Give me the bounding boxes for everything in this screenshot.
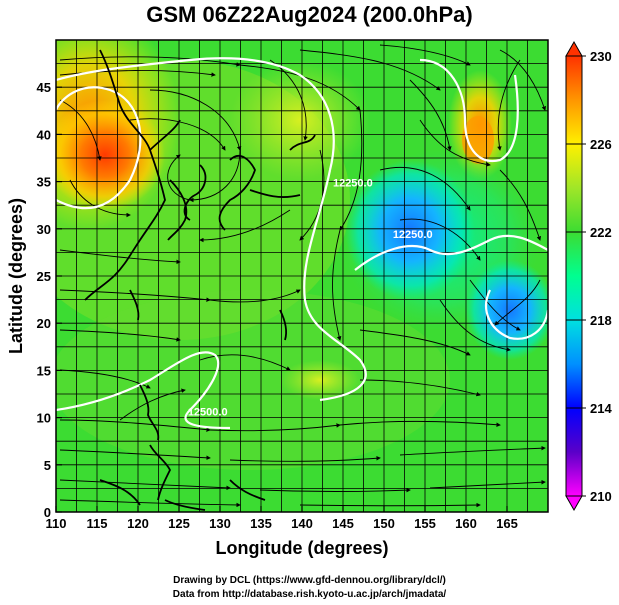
contour-label: 12500.0 xyxy=(188,407,228,419)
x-tick-label: 155 xyxy=(414,516,436,531)
y-tick-label: 20 xyxy=(37,316,51,331)
colorbar: 230 226 222 218 214 210 xyxy=(565,40,612,512)
colorbar-label: 214 xyxy=(590,401,612,416)
contour-labels: 12500.0 12250.0 12250.0 xyxy=(188,177,433,418)
x-tick-label: 115 xyxy=(87,516,108,531)
wind-streamlines xyxy=(59,44,546,508)
colorbar-label: 210 xyxy=(590,489,612,504)
y-tick-label: 15 xyxy=(37,363,51,378)
colorbar-label: 222 xyxy=(590,225,612,240)
latitude-axis: 0 5 10 15 20 25 30 35 40 45 xyxy=(37,80,62,520)
x-tick-label: 140 xyxy=(291,516,313,531)
credit-drawing: Drawing by DCL (https://www.gfd-dennou.o… xyxy=(173,575,446,586)
x-tick-label: 135 xyxy=(250,516,272,531)
height-contours xyxy=(56,57,548,430)
colorbar-label: 218 xyxy=(590,313,612,328)
y-tick-label: 40 xyxy=(37,127,51,142)
y-tick-label: 5 xyxy=(44,458,51,473)
y-tick-label: 25 xyxy=(37,269,51,284)
x-tick-label: 120 xyxy=(127,516,149,531)
longitude-axis: 110 115 120 125 130 135 140 145 150 155 160 165 xyxy=(46,506,518,531)
colorbar-max-triangle xyxy=(565,40,583,57)
x-tick-label: 130 xyxy=(209,516,231,531)
colorbar-scale xyxy=(565,55,583,497)
colorbar-min-triangle xyxy=(565,495,583,512)
colorbar-label: 226 xyxy=(590,137,612,152)
y-axis-title: Latitude (degrees) xyxy=(6,198,26,354)
y-tick-label: 10 xyxy=(37,411,51,426)
credit-data-source: Data from http://database.rish.kyoto-u.a… xyxy=(172,589,447,600)
y-tick-label: 35 xyxy=(37,175,51,190)
x-tick-label: 125 xyxy=(168,516,190,531)
colorbar-ticks: 230 226 222 218 214 210 xyxy=(566,49,612,504)
x-tick-label: 165 xyxy=(496,516,518,531)
y-tick-label: 45 xyxy=(37,80,51,95)
x-tick-label: 150 xyxy=(373,516,395,531)
colorbar-label: 230 xyxy=(590,49,612,64)
lat-lon-grid xyxy=(56,40,548,512)
x-tick-label: 145 xyxy=(332,516,354,531)
x-tick-label: 160 xyxy=(455,516,477,531)
chart-title: GSM 06Z22Aug2024 (200.0hPa) xyxy=(146,2,473,27)
x-tick-label: 110 xyxy=(46,516,67,531)
contour-label: 12250.0 xyxy=(393,229,433,241)
x-axis-title: Longitude (degrees) xyxy=(215,538,388,558)
coastline xyxy=(84,49,316,511)
y-tick-label: 30 xyxy=(37,222,51,237)
y-tick-label: 0 xyxy=(44,505,51,520)
temperature-field xyxy=(56,40,548,512)
contour-label: 12250.0 xyxy=(333,177,373,189)
